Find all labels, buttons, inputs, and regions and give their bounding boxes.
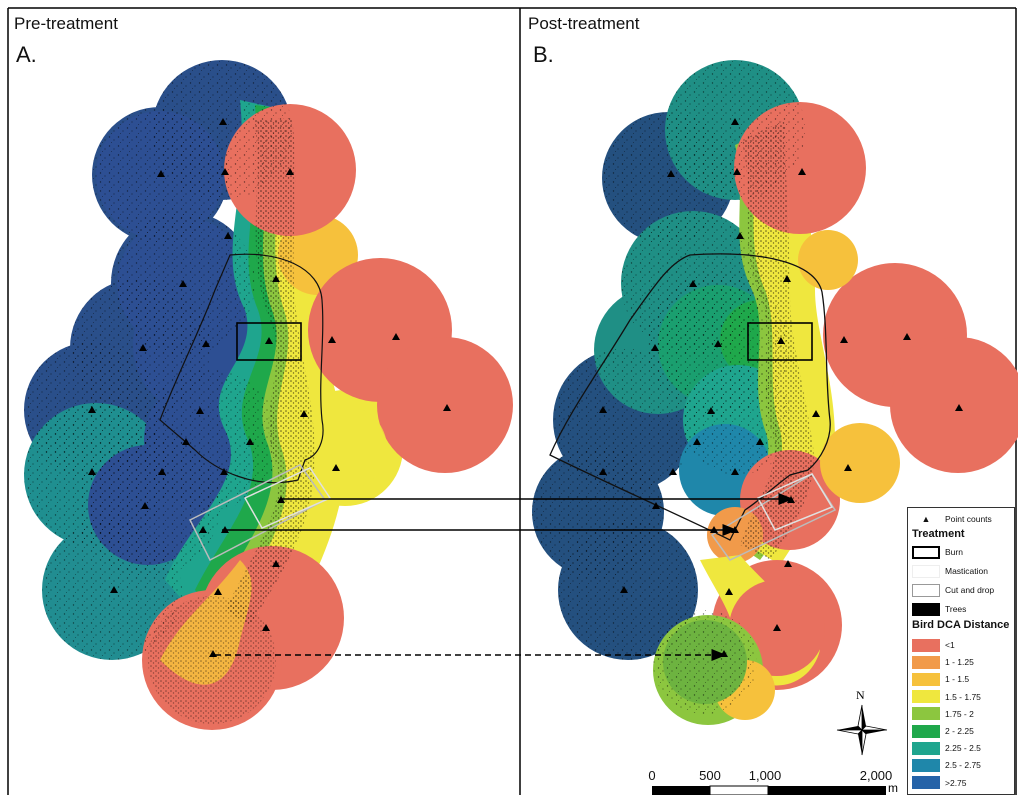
legend-distance-class: 1.75 - 2	[912, 707, 974, 721]
burn-swatch	[912, 545, 940, 559]
distance-class-swatch	[912, 707, 940, 721]
mastication-outline-a	[243, 467, 332, 529]
distance-class-swatch	[912, 690, 940, 704]
scale-bar	[652, 785, 886, 795]
burn-plot-a	[236, 322, 302, 361]
panel-b-letter: B.	[533, 42, 554, 67]
scale-tick-2000: 2,000	[859, 768, 893, 783]
scale-unit: m	[888, 781, 898, 795]
distance-class-swatch	[912, 638, 940, 652]
legend-distance-class: <1	[912, 638, 955, 652]
legend-cut-and-drop-label: Cut and drop	[945, 585, 995, 595]
burn-outline-a	[159, 253, 324, 484]
scale-tick-0: 0	[648, 768, 656, 783]
distance-class-swatch	[912, 776, 940, 790]
distance-class-label: 1.75 - 2	[945, 708, 974, 719]
panel-a-title: Pre-treatment	[14, 14, 118, 33]
distance-class-label: 2.25 - 2.5	[945, 743, 981, 754]
distance-class-label: <1	[945, 640, 955, 650]
legend-distance-class: >2.75	[912, 776, 967, 790]
distance-class-swatch	[912, 758, 940, 772]
mastication-swatch	[912, 564, 940, 578]
legend-treatment-heading: Treatment	[912, 528, 965, 540]
distance-class-label: 1 - 1.25	[945, 657, 974, 668]
legend-point-counts: ▲ Point counts	[912, 512, 992, 526]
scale-tick-500: 500	[699, 768, 721, 783]
trees-swatch	[912, 602, 940, 616]
burn-outline-b	[549, 253, 831, 541]
distance-class-label: 2 - 2.25	[945, 726, 974, 736]
panel-a-letter: A.	[16, 42, 37, 67]
legend-burn: Burn	[912, 545, 963, 559]
distance-class-label: 1.5 - 1.75	[945, 691, 981, 702]
scale-tick-1000: 1,000	[748, 768, 782, 783]
burn-plot-b	[747, 322, 813, 361]
distance-class-swatch	[912, 672, 940, 686]
legend-distance-class: 2 - 2.25	[912, 724, 974, 738]
legend-distance-class: 2.25 - 2.5	[912, 741, 981, 755]
legend-point-counts-label: Point counts	[945, 514, 992, 524]
legend-trees-label: Trees	[945, 604, 967, 614]
distance-class-label: 2.5 - 2.75	[945, 760, 981, 771]
legend-cut-and-drop: Cut and drop	[912, 583, 994, 597]
distance-class-label: 1 - 1.5	[945, 674, 970, 685]
north-arrow	[836, 704, 888, 756]
north-label: N	[856, 688, 865, 702]
map-panel-a	[24, 60, 513, 730]
legend-mastication: Mastication	[912, 564, 988, 578]
cut-and-drop-swatch	[912, 583, 940, 597]
legend-distance-class: 1 - 1.5	[912, 672, 969, 686]
legend-distance-class: 1 - 1.25	[912, 655, 974, 669]
legend-distance-class: 1.5 - 1.75	[912, 690, 981, 704]
legend-mastication-label: Mastication	[945, 566, 988, 576]
legend-distance-class: 2.5 - 2.75	[912, 758, 981, 772]
legend-distance-heading: Bird DCA Distance	[912, 619, 1010, 631]
distance-class-label: >2.75	[945, 777, 967, 788]
panel-b-title: Post-treatment	[528, 14, 640, 33]
distance-class-swatch	[912, 741, 940, 755]
map-legend: ▲ Point counts Treatment Burn Masticatio…	[907, 507, 1015, 795]
triangle-icon: ▲	[921, 514, 931, 524]
distance-class-swatch	[912, 655, 940, 669]
point-counts-a	[88, 118, 451, 657]
legend-burn-label: Burn	[945, 547, 963, 557]
distance-class-swatch	[912, 724, 940, 738]
mastication-outline-b	[756, 473, 834, 531]
legend-trees: Trees	[912, 602, 966, 616]
